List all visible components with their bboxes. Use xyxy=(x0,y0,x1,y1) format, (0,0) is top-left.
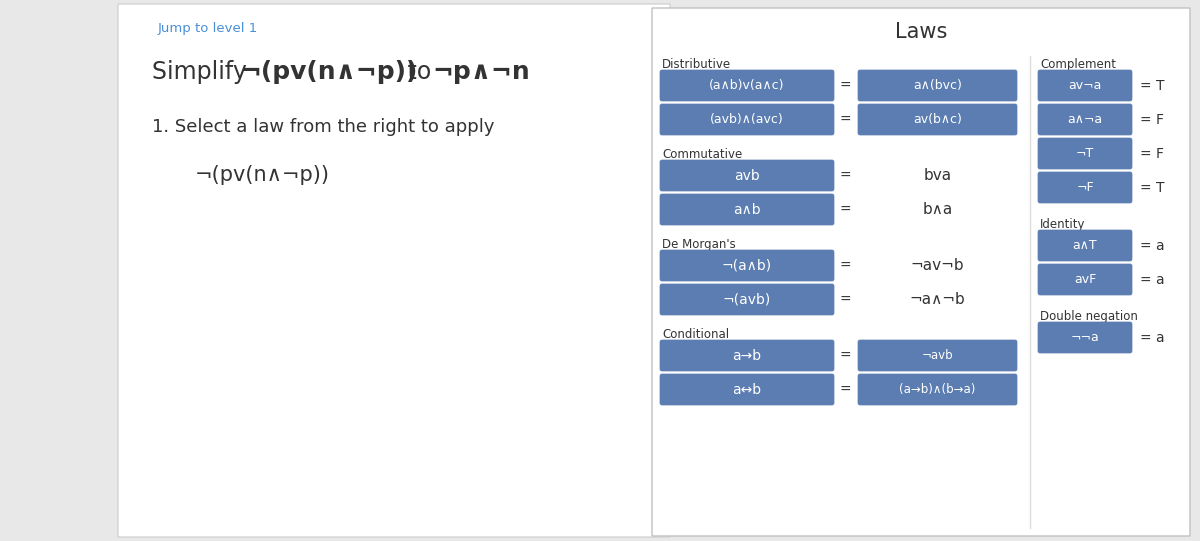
FancyBboxPatch shape xyxy=(858,374,1018,405)
FancyBboxPatch shape xyxy=(858,70,1018,101)
Text: ¬avb: ¬avb xyxy=(922,349,953,362)
Text: = a: = a xyxy=(1140,273,1165,287)
Text: ¬¬a: ¬¬a xyxy=(1070,331,1099,344)
Text: ¬(pv(n∧¬p)): ¬(pv(n∧¬p)) xyxy=(194,165,330,185)
Text: =: = xyxy=(839,168,851,182)
Text: ¬av¬b: ¬av¬b xyxy=(911,258,965,273)
FancyBboxPatch shape xyxy=(660,70,834,101)
Text: bva: bva xyxy=(924,168,952,183)
FancyBboxPatch shape xyxy=(118,4,670,537)
Text: (avb)∧(avc): (avb)∧(avc) xyxy=(710,113,784,126)
Text: av¬a: av¬a xyxy=(1068,79,1102,92)
FancyBboxPatch shape xyxy=(858,340,1018,371)
Text: ¬(avb): ¬(avb) xyxy=(722,293,772,307)
Text: a∧T: a∧T xyxy=(1073,239,1097,252)
FancyBboxPatch shape xyxy=(660,250,834,281)
Text: = T: = T xyxy=(1140,78,1164,93)
Text: = F: = F xyxy=(1140,113,1164,127)
Text: = F: = F xyxy=(1140,147,1164,161)
Text: ¬T: ¬T xyxy=(1076,147,1094,160)
Text: avF: avF xyxy=(1074,273,1096,286)
FancyBboxPatch shape xyxy=(660,194,834,225)
Text: to: to xyxy=(400,60,439,84)
Text: De Morgan's: De Morgan's xyxy=(662,238,736,251)
FancyBboxPatch shape xyxy=(1038,104,1132,135)
FancyBboxPatch shape xyxy=(660,374,834,405)
Text: =: = xyxy=(839,348,851,362)
Text: a∧¬a: a∧¬a xyxy=(1068,113,1103,126)
Text: =: = xyxy=(839,259,851,273)
Text: ¬(pv(n∧¬p)): ¬(pv(n∧¬p)) xyxy=(240,60,418,84)
Text: (a∧b)v(a∧c): (a∧b)v(a∧c) xyxy=(709,79,785,92)
Text: av(b∧c): av(b∧c) xyxy=(913,113,962,126)
Text: =: = xyxy=(839,202,851,216)
Text: a∧(bvc): a∧(bvc) xyxy=(913,79,962,92)
Text: =: = xyxy=(839,293,851,307)
Text: Distributive: Distributive xyxy=(662,58,731,71)
Text: Commutative: Commutative xyxy=(662,148,743,161)
FancyBboxPatch shape xyxy=(1038,264,1132,295)
Text: =: = xyxy=(839,382,851,397)
FancyBboxPatch shape xyxy=(652,8,1190,536)
Text: Simplify: Simplify xyxy=(152,60,254,84)
Text: ¬F: ¬F xyxy=(1076,181,1094,194)
Text: Complement: Complement xyxy=(1040,58,1116,71)
Text: Jump to level 1: Jump to level 1 xyxy=(158,22,258,35)
Text: Double negation: Double negation xyxy=(1040,310,1138,323)
FancyBboxPatch shape xyxy=(660,104,834,135)
FancyBboxPatch shape xyxy=(1038,138,1132,169)
Text: Identity: Identity xyxy=(1040,218,1086,231)
FancyBboxPatch shape xyxy=(1038,230,1132,261)
Text: b∧a: b∧a xyxy=(923,202,953,217)
FancyBboxPatch shape xyxy=(1038,172,1132,203)
Text: ¬(a∧b): ¬(a∧b) xyxy=(722,259,772,273)
Text: a→b: a→b xyxy=(732,348,762,362)
Text: = a: = a xyxy=(1140,331,1165,345)
Text: =: = xyxy=(839,113,851,127)
Text: = T: = T xyxy=(1140,181,1164,195)
Text: 1. Select a law from the right to apply: 1. Select a law from the right to apply xyxy=(152,118,494,136)
Text: =: = xyxy=(839,78,851,93)
Text: Laws: Laws xyxy=(895,22,947,42)
Text: = a: = a xyxy=(1140,239,1165,253)
FancyBboxPatch shape xyxy=(660,340,834,371)
FancyBboxPatch shape xyxy=(1038,70,1132,101)
Text: a↔b: a↔b xyxy=(732,382,762,397)
Text: avb: avb xyxy=(734,168,760,182)
Text: ¬p∧¬n: ¬p∧¬n xyxy=(432,60,529,84)
FancyBboxPatch shape xyxy=(1038,322,1132,353)
Text: (a→b)∧(b→a): (a→b)∧(b→a) xyxy=(899,383,976,396)
FancyBboxPatch shape xyxy=(660,284,834,315)
Text: Conditional: Conditional xyxy=(662,328,730,341)
Text: ¬a∧¬b: ¬a∧¬b xyxy=(910,292,965,307)
Text: a∧b: a∧b xyxy=(733,202,761,216)
FancyBboxPatch shape xyxy=(660,160,834,191)
FancyBboxPatch shape xyxy=(858,104,1018,135)
